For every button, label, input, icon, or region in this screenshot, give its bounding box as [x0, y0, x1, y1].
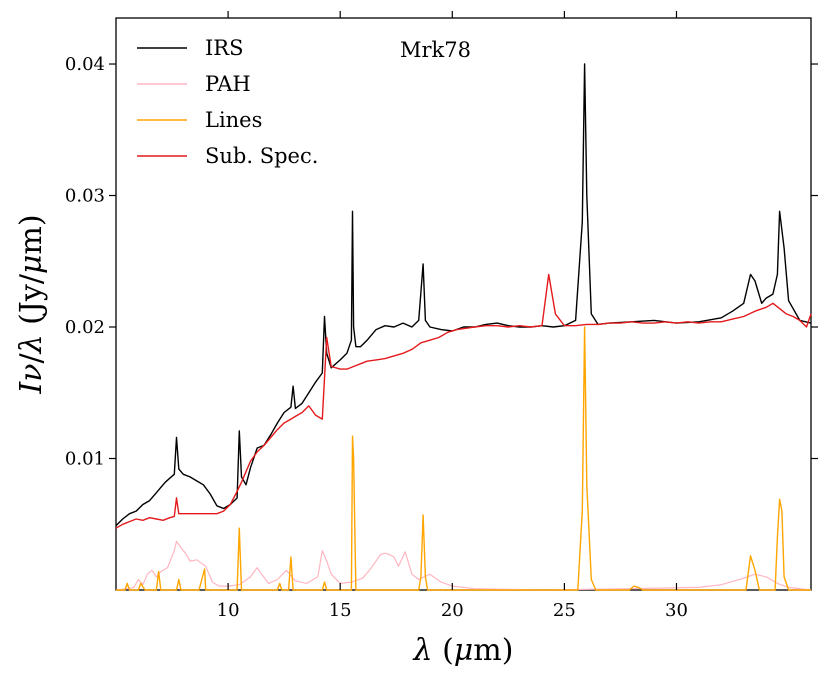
legend-item: IRS — [137, 36, 244, 60]
series-line-pah — [115, 540, 812, 591]
x-tick-label: 15 — [329, 600, 352, 621]
legend-label: IRS — [205, 36, 244, 60]
legend-label: PAH — [205, 72, 251, 96]
series-line-sub-spec — [115, 273, 812, 529]
legend-label: Lines — [205, 108, 262, 132]
series-lines — [115, 63, 812, 591]
chart-title: Mrk78 — [400, 38, 471, 62]
legend-item: Lines — [137, 108, 262, 132]
x-tick-label: 20 — [441, 600, 464, 621]
legend: IRS PAH Lines Sub. Spec. — [137, 36, 318, 168]
x-axis-label: λ (μm) — [413, 633, 514, 668]
plot-frame — [115, 17, 812, 591]
x-tick-label: 30 — [665, 600, 688, 621]
legend-item: PAH — [137, 72, 251, 96]
legend-label: Sub. Spec. — [205, 144, 318, 168]
plot-area: 10 15 20 25 30 0.01 0.02 0.03 0.04 — [65, 11, 818, 621]
x-tick-label: 25 — [553, 600, 576, 621]
legend-item: Sub. Spec. — [137, 144, 318, 168]
y-axis-label: Iν/λ (Jy/μm) — [14, 214, 49, 394]
y-tick-label: 0.04 — [65, 54, 105, 75]
y-tick-label: 0.01 — [65, 449, 105, 470]
x-tick-label: 10 — [217, 600, 240, 621]
series-line-lines — [116, 326, 811, 591]
axis-ticks: 10 15 20 25 30 0.01 0.02 0.03 0.04 — [65, 11, 818, 621]
y-tick-label: 0.03 — [65, 186, 105, 207]
series-line-irs — [115, 63, 812, 527]
y-tick-label: 0.02 — [65, 317, 105, 338]
